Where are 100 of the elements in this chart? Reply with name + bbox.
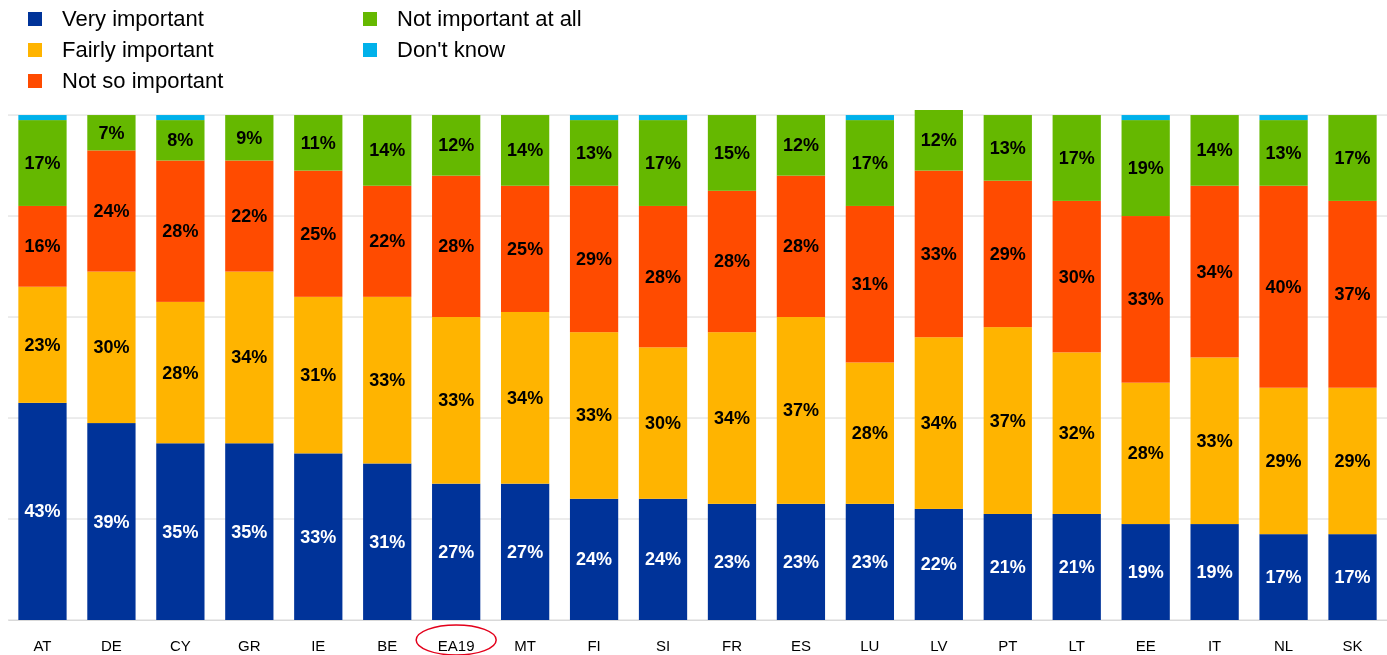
data-label: 27% <box>507 541 544 562</box>
bar <box>1052 115 1101 201</box>
x-tick-label: DE <box>101 636 122 654</box>
bar <box>1328 115 1377 201</box>
bar <box>1052 513 1101 620</box>
data-label: 24% <box>645 549 682 570</box>
data-label: 28% <box>713 251 750 272</box>
bar <box>1121 524 1170 620</box>
bar <box>225 443 274 620</box>
data-label: 17% <box>24 153 61 174</box>
data-label: 31% <box>369 531 406 552</box>
bar <box>914 508 963 620</box>
bar <box>983 327 1032 514</box>
data-label: 17% <box>645 153 682 174</box>
bar <box>638 115 688 121</box>
data-label: 19% <box>1127 158 1164 179</box>
bar <box>294 115 343 171</box>
data-label: 32% <box>1058 423 1095 444</box>
data-label: 28% <box>645 266 682 287</box>
bar <box>1052 200 1101 353</box>
bar <box>432 115 481 176</box>
bar <box>225 160 274 272</box>
data-label: 28% <box>1127 443 1164 464</box>
legend-label: Not so important <box>62 68 224 93</box>
data-label: 33% <box>1196 430 1233 451</box>
x-tick-label: FI <box>587 636 601 654</box>
data-label: 9% <box>236 127 263 148</box>
data-label: 19% <box>1196 562 1233 583</box>
data-label: 43% <box>24 501 61 522</box>
bar <box>983 180 1032 328</box>
bar <box>500 483 550 620</box>
bar <box>156 160 205 302</box>
bar <box>156 301 205 444</box>
x-tick-label: IE <box>311 636 326 654</box>
bar <box>1121 115 1170 121</box>
bar <box>500 311 550 484</box>
bar <box>569 332 619 499</box>
data-label: 28% <box>162 221 199 242</box>
bar <box>87 271 136 424</box>
bar <box>983 115 1032 181</box>
bar <box>569 185 619 333</box>
bar <box>638 347 688 499</box>
bar <box>432 483 481 620</box>
bar <box>1259 534 1308 620</box>
x-tick-label: CY <box>169 636 191 654</box>
bar <box>1190 524 1239 620</box>
data-label: 27% <box>438 541 475 562</box>
data-label: 34% <box>507 387 544 408</box>
legend-label: Fairly important <box>62 37 214 62</box>
x-tick-label: EA19 <box>437 636 475 654</box>
bar <box>845 362 895 504</box>
bar <box>363 185 412 297</box>
data-label: 40% <box>1265 276 1302 297</box>
x-tick-label: LU <box>860 636 880 654</box>
data-label: 34% <box>231 347 268 368</box>
bar <box>18 205 67 287</box>
x-tick-label: MT <box>514 636 536 654</box>
bar <box>707 115 757 191</box>
bar <box>845 503 895 620</box>
x-tick-label: LV <box>930 636 948 654</box>
bar <box>845 115 895 121</box>
bar <box>500 185 550 312</box>
data-label: 13% <box>989 137 1026 158</box>
bar <box>294 296 343 454</box>
bar <box>638 498 688 620</box>
bar <box>707 332 757 504</box>
data-label: 30% <box>93 337 130 358</box>
data-label: 24% <box>93 200 130 221</box>
bar <box>363 296 412 464</box>
data-label: 17% <box>1265 567 1302 588</box>
data-label: 29% <box>989 243 1026 264</box>
x-tick-label: FR <box>721 636 743 654</box>
data-label: 33% <box>920 243 957 264</box>
data-label: 28% <box>851 423 888 444</box>
bar <box>87 150 136 272</box>
bar <box>638 120 688 206</box>
bar <box>87 423 136 620</box>
data-label: 37% <box>989 410 1026 431</box>
data-label: 33% <box>300 526 337 547</box>
data-label: 30% <box>1058 266 1095 287</box>
bar <box>845 205 895 363</box>
data-label: 14% <box>507 140 544 161</box>
x-tick-label: PT <box>998 636 1018 654</box>
bar <box>776 115 826 176</box>
bar <box>914 110 963 171</box>
bar <box>1259 120 1308 186</box>
x-tick-label: NL <box>1273 636 1294 654</box>
data-label: 15% <box>713 142 750 163</box>
data-label: 33% <box>576 405 613 426</box>
bar <box>18 120 67 206</box>
x-tick-label: IT <box>1207 636 1222 654</box>
bar <box>1259 387 1308 535</box>
data-label: 23% <box>24 334 61 355</box>
data-label: 21% <box>989 556 1026 577</box>
bar <box>294 170 343 297</box>
data-label: 17% <box>1334 147 1371 168</box>
x-tick-label: LT <box>1068 636 1085 654</box>
bar <box>225 271 274 444</box>
bar <box>707 190 757 333</box>
x-tick-label: BE <box>377 636 398 654</box>
